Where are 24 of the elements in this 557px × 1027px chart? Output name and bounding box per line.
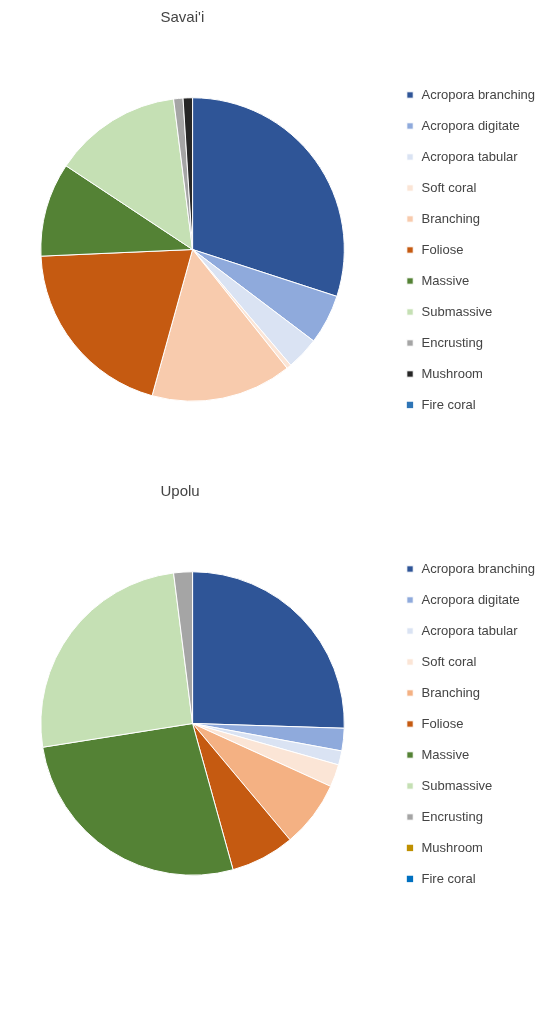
legend-label: Acropora branching [421,560,535,576]
legend-label: Branching [421,210,481,226]
legend-label: Encrusting [421,808,483,824]
chart-title: Savai'i [160,7,205,25]
legend-label: Fire coral [421,396,476,412]
legend-label: Acropora tabular [421,148,518,164]
legend-label: Submassive [421,303,493,319]
legend-label: Massive [421,746,470,762]
legend-label: Mushroom [421,365,483,381]
legend-label: Fire coral [421,870,476,886]
legend-label: Encrusting [421,334,483,350]
legend-label: Soft coral [421,179,477,195]
legend-label: Mushroom [421,839,483,855]
legend-label: Foliose [421,715,464,731]
legend-label: Soft coral [421,653,477,669]
legend-label: Acropora digitate [421,591,520,607]
legend-label: Acropora branching [421,86,535,102]
legend-label: Acropora digitate [421,117,520,133]
legend-label: Massive [421,272,470,288]
legend-label: Acropora tabular [421,622,518,638]
legend-label: Submassive [421,777,493,793]
legend-label: Branching [421,684,481,700]
legend-label: Foliose [421,241,464,257]
chart-title: Upolu [160,481,200,499]
